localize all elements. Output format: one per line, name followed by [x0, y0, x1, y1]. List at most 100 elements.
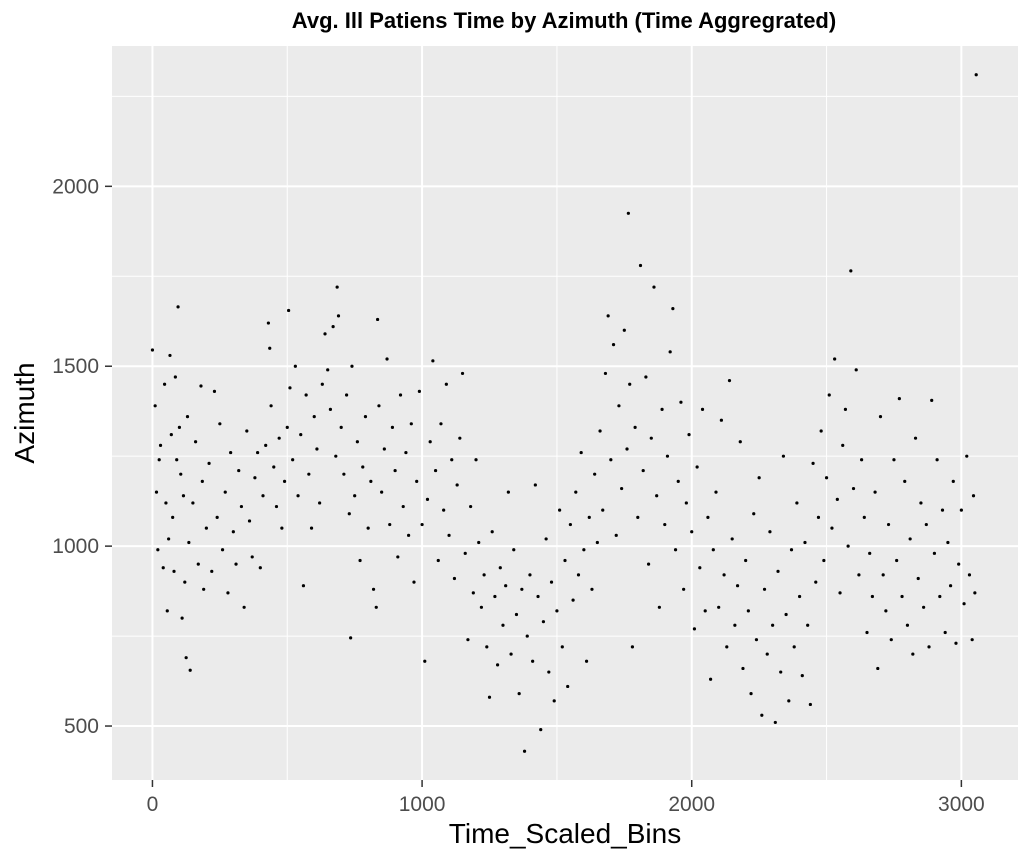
- scatter-point: [558, 508, 562, 512]
- scatter-point: [223, 490, 227, 494]
- scatter-point: [282, 479, 287, 483]
- scatter-point: [522, 749, 527, 753]
- scatter-point: [930, 398, 934, 403]
- scatter-point: [366, 526, 370, 530]
- scatter-point: [253, 476, 257, 480]
- scatter-point: [525, 634, 529, 638]
- scatter-point: [598, 429, 602, 433]
- scatter-point: [264, 443, 268, 447]
- scatter-point: [164, 501, 168, 505]
- scatter-point: [539, 728, 543, 732]
- scatter-point: [450, 458, 454, 462]
- scatter-point: [179, 472, 183, 476]
- scatter-point: [509, 652, 513, 656]
- scatter-point: [377, 404, 381, 408]
- scatter-point: [304, 393, 308, 397]
- scatter-point: [819, 429, 823, 433]
- x-tick-label: 2000: [668, 793, 715, 816]
- scatter-point: [531, 659, 535, 663]
- scatter-point: [157, 458, 161, 462]
- scatter-point: [293, 364, 297, 368]
- scatter-point: [154, 490, 159, 494]
- scatter-point: [191, 501, 195, 505]
- scatter-point: [466, 638, 470, 642]
- scatter-point: [641, 468, 645, 473]
- scatter-point: [717, 605, 721, 609]
- scatter-point: [495, 663, 500, 667]
- scatter-point: [908, 537, 912, 541]
- scatter-point: [730, 537, 734, 541]
- scatter-point: [924, 522, 928, 527]
- scatter-point: [245, 429, 249, 433]
- scatter-point: [665, 454, 670, 458]
- scatter-point: [444, 382, 448, 386]
- scatter-point: [622, 328, 626, 332]
- scatter-point: [768, 530, 772, 534]
- scatter-point: [913, 436, 918, 440]
- scatter-point: [474, 458, 478, 462]
- scatter-point: [886, 522, 891, 527]
- scatter-point: [404, 450, 408, 455]
- scatter-point: [347, 512, 351, 516]
- chart-title: Avg. Ill Patiens Time by Azimuth (Time A…: [292, 8, 836, 33]
- scatter-point: [881, 573, 885, 577]
- scatter-point: [176, 305, 180, 309]
- y-axis-ticks: 500 1000 1500 2000: [52, 175, 112, 738]
- scatter-point: [202, 587, 206, 591]
- scatter-point: [250, 555, 254, 559]
- scatter-point: [771, 623, 775, 627]
- scatter-point: [765, 652, 769, 656]
- scatter-point: [312, 414, 316, 419]
- scatter-point: [469, 504, 473, 509]
- scatter-point: [727, 379, 732, 383]
- scatter-point: [873, 490, 877, 494]
- scatter-point: [625, 447, 629, 451]
- scatter-point: [493, 594, 497, 599]
- scatter-point: [948, 584, 953, 588]
- scatter-point: [361, 465, 365, 469]
- scatter-point: [668, 350, 672, 354]
- scatter-point: [433, 468, 438, 473]
- scatter-point: [479, 605, 484, 609]
- scatter-point: [970, 638, 974, 642]
- data-points: [150, 73, 978, 753]
- scatter-point: [344, 393, 349, 397]
- scatter-point: [938, 594, 942, 599]
- scatter-point: [919, 501, 923, 505]
- scatter-point: [485, 645, 489, 649]
- scatter-point: [200, 479, 204, 483]
- scatter-point: [584, 659, 589, 663]
- scatter-point: [657, 605, 661, 609]
- scatter-point: [762, 587, 767, 591]
- scatter-point: [797, 594, 802, 599]
- scatter-point: [822, 558, 826, 563]
- scatter-point: [628, 382, 632, 386]
- scatter-point: [835, 497, 839, 501]
- scatter-point: [409, 422, 413, 426]
- scatter-point: [549, 580, 554, 584]
- scatter-point: [673, 548, 678, 552]
- scatter-point: [601, 508, 605, 512]
- scatter-point: [940, 508, 945, 512]
- scatter-point: [498, 566, 502, 570]
- scatter-point: [407, 533, 411, 537]
- scatter-point: [857, 573, 861, 577]
- scatter-point: [973, 591, 977, 595]
- scatter-point: [579, 450, 583, 455]
- scatter-point: [851, 486, 856, 491]
- scatter-point: [935, 458, 939, 462]
- scatter-point: [754, 638, 759, 642]
- scatter-point: [165, 609, 169, 613]
- scatter-point: [506, 490, 510, 494]
- scatter-point: [735, 584, 740, 588]
- scatter-point: [922, 605, 926, 609]
- scatter-point: [655, 494, 659, 498]
- scatter-point: [671, 307, 675, 311]
- scatter-point: [738, 440, 742, 444]
- scatter-point: [296, 494, 300, 498]
- scatter-point: [800, 674, 804, 678]
- scatter-point: [247, 519, 252, 523]
- scatter-point: [301, 584, 306, 588]
- scatter-point: [870, 594, 874, 599]
